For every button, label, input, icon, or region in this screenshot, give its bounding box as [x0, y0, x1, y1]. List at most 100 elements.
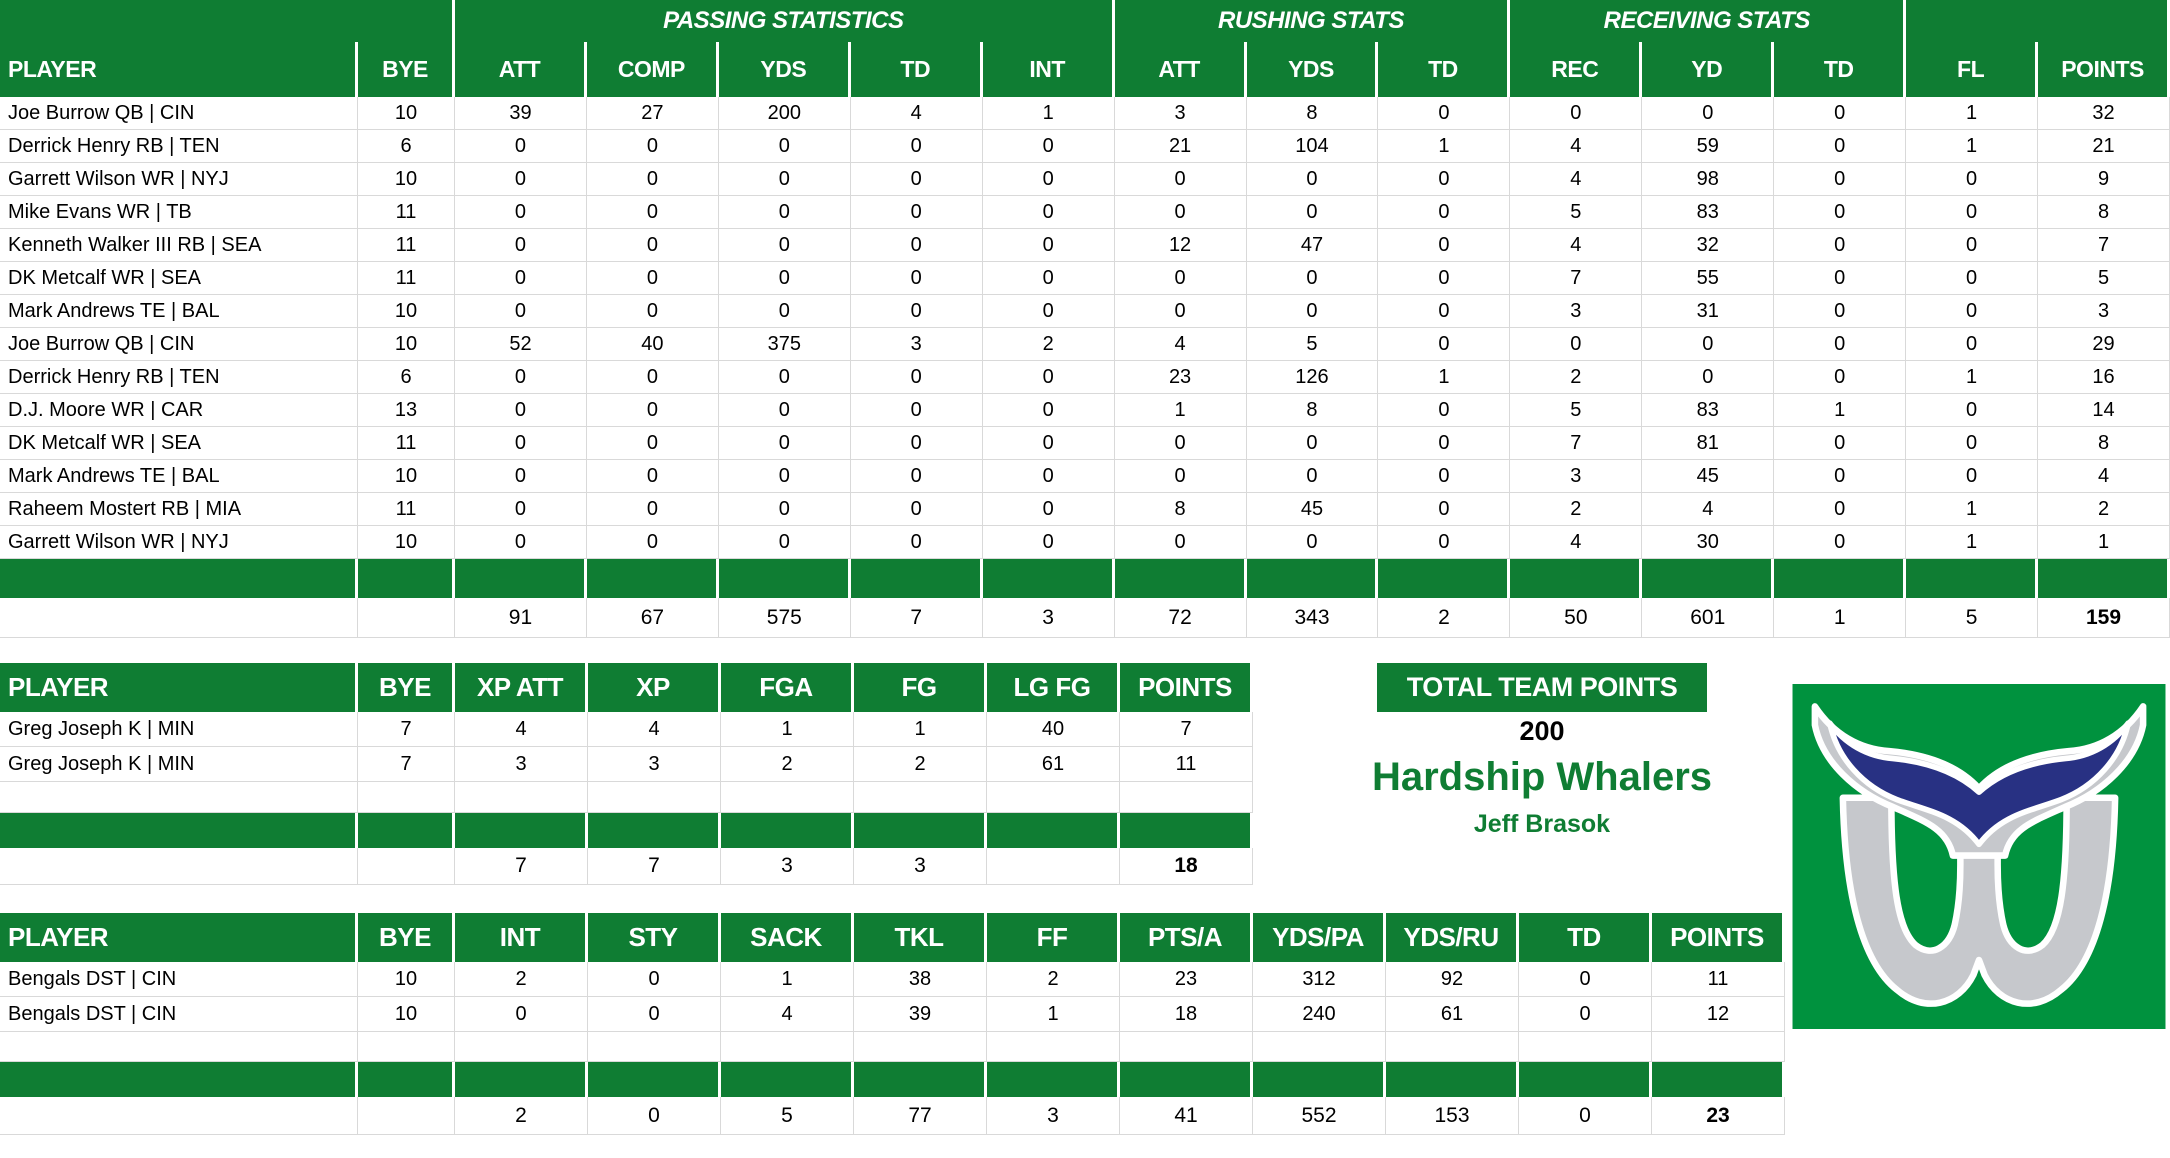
stat-cell[interactable]: 0: [588, 997, 721, 1032]
stat-cell[interactable]: 0: [586, 295, 719, 328]
column-header-cell[interactable]: TKL: [854, 913, 987, 962]
empty-cell[interactable]: [588, 782, 721, 813]
stat-cell[interactable]: 1: [854, 712, 987, 747]
stat-cell[interactable]: 5: [2038, 262, 2170, 295]
empty-cell[interactable]: [1120, 782, 1253, 813]
stat-cell[interactable]: 3: [850, 328, 983, 361]
stat-cell[interactable]: 0: [1246, 196, 1379, 229]
stat-cell[interactable]: 83: [1642, 196, 1775, 229]
stat-cell[interactable]: 4: [1510, 130, 1643, 163]
stat-cell[interactable]: 1: [1906, 361, 2039, 394]
stat-cell[interactable]: 4: [2038, 460, 2170, 493]
total-cell[interactable]: [0, 598, 358, 638]
player-cell[interactable]: Greg Joseph K | MIN: [0, 747, 358, 782]
column-header-cell[interactable]: POINTS: [1120, 663, 1253, 712]
stat-cell[interactable]: 0: [1510, 328, 1643, 361]
stat-cell[interactable]: 8: [2038, 427, 2170, 460]
stat-cell[interactable]: 10: [358, 97, 455, 130]
stat-cell[interactable]: 11: [358, 229, 455, 262]
group-header-cell[interactable]: RUSHING STATS: [1114, 0, 1511, 42]
column-header-cell[interactable]: XP: [588, 663, 721, 712]
empty-cell[interactable]: [358, 782, 455, 813]
stat-cell[interactable]: 5: [1510, 394, 1643, 427]
stat-cell[interactable]: 21: [1114, 130, 1247, 163]
stat-cell[interactable]: 0: [1114, 460, 1247, 493]
stat-cell[interactable]: 4: [1510, 526, 1643, 559]
player-cell[interactable]: Joe Burrow QB | CIN: [0, 97, 358, 130]
stat-cell[interactable]: 0: [1774, 163, 1907, 196]
total-cell[interactable]: 601: [1642, 598, 1775, 638]
empty-cell[interactable]: [721, 1032, 854, 1062]
empty-cell[interactable]: [1652, 1032, 1785, 1062]
stat-cell[interactable]: 8: [1114, 493, 1247, 526]
group-header-cell[interactable]: [0, 0, 455, 42]
column-header-cell[interactable]: COMP: [586, 42, 719, 97]
column-header-cell[interactable]: INT: [455, 913, 588, 962]
stat-cell[interactable]: 30: [1642, 526, 1775, 559]
player-cell[interactable]: Mark Andrews TE | BAL: [0, 460, 358, 493]
team-name[interactable]: Hardship Whalers: [1371, 754, 1713, 799]
total-cell[interactable]: [0, 1097, 358, 1135]
stat-cell[interactable]: 3: [455, 747, 588, 782]
column-header-cell[interactable]: YDS/PA: [1253, 913, 1386, 962]
player-cell[interactable]: Mike Evans WR | TB: [0, 196, 358, 229]
stat-cell[interactable]: 0: [850, 130, 983, 163]
stat-cell[interactable]: 55: [1642, 262, 1775, 295]
total-cell[interactable]: 67: [586, 598, 719, 638]
column-header-cell[interactable]: BYE: [358, 663, 455, 712]
stat-cell[interactable]: 1: [1906, 97, 2039, 130]
stat-cell[interactable]: 0: [455, 229, 587, 262]
stat-cell[interactable]: 104: [1246, 130, 1379, 163]
stat-cell[interactable]: 31: [1642, 295, 1775, 328]
stat-cell[interactable]: 0: [455, 394, 587, 427]
stat-cell[interactable]: 0: [1378, 394, 1511, 427]
column-header-cell[interactable]: TD: [850, 42, 983, 97]
stat-cell[interactable]: 0: [1246, 262, 1379, 295]
stat-cell[interactable]: 0: [455, 526, 587, 559]
column-header-cell[interactable]: YDS/RU: [1386, 913, 1519, 962]
player-cell[interactable]: Derrick Henry RB | TEN: [0, 130, 358, 163]
stat-cell[interactable]: 2: [455, 962, 588, 997]
column-header-cell[interactable]: YDS: [718, 42, 851, 97]
stat-cell[interactable]: 12: [1652, 997, 1785, 1032]
total-cell[interactable]: [0, 848, 358, 885]
player-cell[interactable]: D.J. Moore WR | CAR: [0, 394, 358, 427]
stat-cell[interactable]: 18: [1120, 997, 1253, 1032]
total-cell[interactable]: 2: [1378, 598, 1511, 638]
player-cell[interactable]: Garrett Wilson WR | NYJ: [0, 526, 358, 559]
stat-cell[interactable]: 0: [850, 163, 983, 196]
empty-cell[interactable]: [588, 1032, 721, 1062]
stat-cell[interactable]: 0: [1114, 262, 1247, 295]
stat-cell[interactable]: 0: [586, 229, 719, 262]
stat-cell[interactable]: 61: [987, 747, 1120, 782]
stat-cell[interactable]: 0: [718, 295, 851, 328]
total-cell[interactable]: 50: [1510, 598, 1643, 638]
column-header-cell[interactable]: PLAYER: [0, 663, 358, 712]
stat-cell[interactable]: 40: [987, 712, 1120, 747]
stat-cell[interactable]: 45: [1642, 460, 1775, 493]
stat-cell[interactable]: 0: [1642, 361, 1775, 394]
stat-cell[interactable]: 0: [455, 196, 587, 229]
total-team-points-header[interactable]: TOTAL TEAM POINTS: [1377, 663, 1707, 712]
stat-cell[interactable]: 0: [1114, 295, 1247, 328]
stat-cell[interactable]: 10: [358, 295, 455, 328]
stat-cell[interactable]: 3: [2038, 295, 2170, 328]
team-owner-name[interactable]: Jeff Brasok: [1473, 809, 1611, 838]
stat-cell[interactable]: 0: [718, 262, 851, 295]
stat-cell[interactable]: 1: [1906, 130, 2039, 163]
total-cell[interactable]: 3: [987, 1097, 1120, 1135]
stat-cell[interactable]: 0: [1378, 262, 1511, 295]
stat-cell[interactable]: 0: [1642, 97, 1775, 130]
stat-cell[interactable]: 10: [358, 460, 455, 493]
empty-cell[interactable]: [854, 782, 987, 813]
stat-cell[interactable]: 0: [718, 460, 851, 493]
stat-cell[interactable]: 0: [1114, 163, 1247, 196]
stat-cell[interactable]: 0: [718, 196, 851, 229]
total-cell[interactable]: 72: [1114, 598, 1247, 638]
stat-cell[interactable]: 83: [1642, 394, 1775, 427]
stat-cell[interactable]: 0: [850, 361, 983, 394]
stat-cell[interactable]: 0: [1774, 295, 1907, 328]
stat-cell[interactable]: 8: [1246, 97, 1379, 130]
empty-cell[interactable]: [721, 782, 854, 813]
stat-cell[interactable]: 4: [588, 712, 721, 747]
